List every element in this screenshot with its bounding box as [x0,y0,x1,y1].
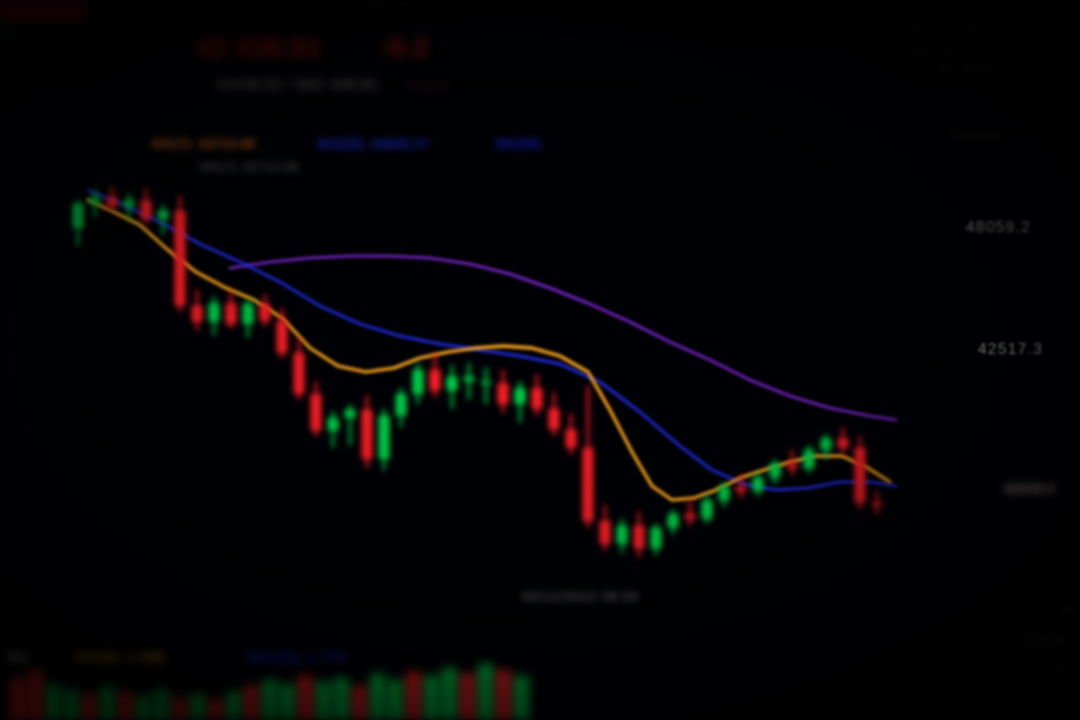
ticker-change-secondary: -6.21% [404,78,449,93]
stat-24h-low: 24h Low 42 [908,42,977,56]
legend-ma99[interactable]: MA(99) [496,137,542,151]
stat-volume: Vol 38900 [938,62,997,76]
ticker-change-percent: -6.2 [380,31,429,61]
corner-note: 42438 [1024,633,1066,648]
stat-turnover: Turnover 1 [950,128,1014,142]
indicator-ma10-label[interactable]: MA(10): 1 774 [248,649,347,665]
current-price-tag [0,0,86,21]
indicator-ma5-label[interactable]: MA(5): 1 092 [76,649,166,665]
indicator-axis-label: 2k [1060,604,1073,616]
price-axis-label-high: 48059.2 [966,219,1032,236]
legend-subrow: MA(7): 42713.06 [200,160,299,174]
ticker-subtitle: 42438.81 / $42 438.81 [216,76,379,93]
candlestick-svg [72,186,898,558]
ticker-price: 42 438.81 [196,32,322,62]
price-chart[interactable] [0,0,1080,620]
crosshair-marker-icon [0,21,15,36]
legend-ma25[interactable]: MA(25): 44602.17 [318,137,430,151]
price-axis-label-low: 42517.3 [978,341,1044,358]
indicator-vol-label: Vol [6,649,29,665]
header-topline: BTC/USDT Perpetual [330,0,456,12]
corner-note-secondary: 0.4 [1046,663,1064,675]
time-axis-label: 04/12/2022 08:00 [522,589,640,604]
ma25-line [86,188,898,492]
stat-24h-high: 24h High 48 [908,22,980,36]
volume-bars [10,664,529,720]
legend-ma7[interactable]: MA(7): 42713.06 [152,137,256,151]
ma99-line [228,254,898,422]
current-price-tag-label: 42438.8 [1004,481,1056,496]
